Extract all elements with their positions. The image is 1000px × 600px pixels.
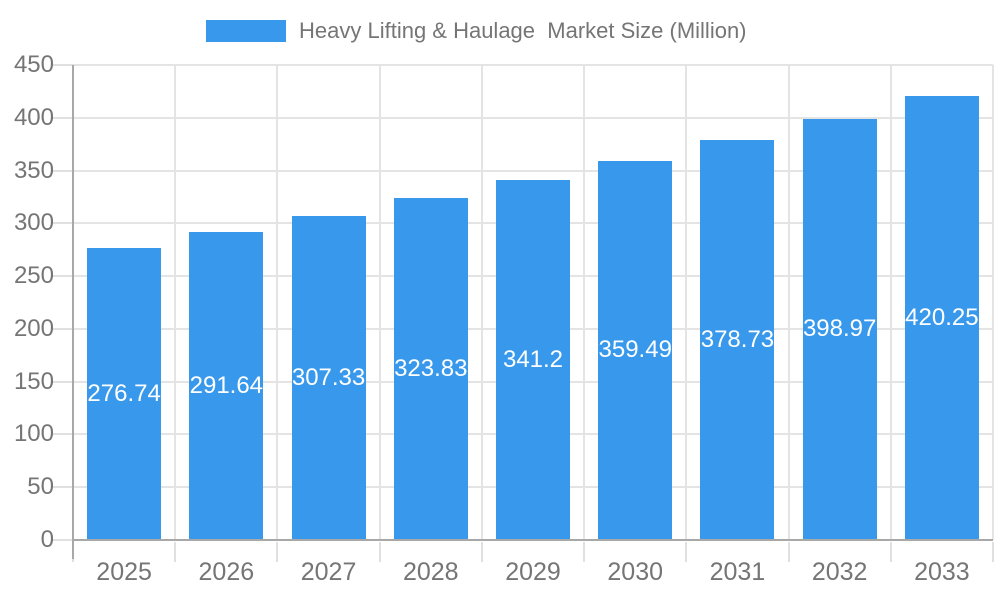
- bar-value-label: 420.25: [905, 304, 979, 332]
- y-axis-tick: [52, 539, 73, 541]
- gridline-vertical: [174, 65, 177, 540]
- bar-value-label: 307.33: [291, 363, 366, 391]
- x-axis-tick: [276, 542, 279, 562]
- bar-value-label: 291.64: [189, 372, 264, 400]
- bar-2030[interactable]: 359.49: [598, 160, 673, 540]
- gridline-vertical: [378, 65, 381, 540]
- x-axis-tick: [378, 542, 381, 562]
- legend-swatch-icon: [206, 20, 286, 42]
- y-axis-tick: [52, 327, 73, 330]
- gridline-vertical: [992, 65, 994, 540]
- gridline-horizontal: [73, 169, 993, 172]
- bar-2027[interactable]: 307.33: [291, 215, 366, 540]
- y-axis-label: 450: [13, 51, 54, 78]
- legend: Heavy Lifting & Haulage Market Size (Mil…: [206, 20, 747, 42]
- y-axis-label: 50: [27, 473, 54, 501]
- bar-2025[interactable]: 276.74: [87, 247, 162, 540]
- x-axis-tick: [685, 542, 688, 562]
- y-axis-tick: [52, 275, 73, 278]
- bar-2033[interactable]: 420.25: [904, 96, 979, 540]
- gridline-horizontal: [73, 116, 993, 119]
- y-axis-label: 300: [13, 209, 54, 237]
- y-axis-tick: [52, 116, 73, 119]
- gridline-horizontal: [73, 64, 993, 66]
- x-axis-label: 2030: [607, 558, 664, 586]
- bar-value-label: 398.97: [802, 315, 877, 343]
- legend-label: Heavy Lifting & Haulage Market Size (Mil…: [299, 18, 747, 43]
- legend-item[interactable]: Heavy Lifting & Haulage Market Size (Mil…: [206, 20, 747, 42]
- gridline-vertical: [583, 65, 586, 540]
- y-axis-label: 200: [13, 314, 54, 342]
- x-axis-tick: [889, 542, 892, 562]
- x-axis-label: 2028: [402, 558, 459, 586]
- y-axis-label: 150: [13, 367, 54, 395]
- y-axis-tick: [52, 486, 73, 489]
- x-axis-line: [73, 539, 993, 541]
- x-axis-label: 2027: [300, 558, 357, 586]
- x-axis-tick: [787, 542, 790, 562]
- y-axis-tick: [52, 433, 73, 436]
- bar-value-label: 323.83: [394, 355, 468, 383]
- bar-2032[interactable]: 398.97: [802, 118, 877, 540]
- x-axis-label: 2031: [709, 558, 766, 586]
- x-axis-label: 2025: [96, 558, 152, 586]
- x-axis-label: 2029: [505, 558, 561, 586]
- gridline-vertical: [787, 65, 790, 540]
- bar-value-label: 359.49: [598, 336, 672, 364]
- y-axis-label: 0: [40, 526, 54, 553]
- y-axis-tick: [52, 222, 73, 225]
- bar-2028[interactable]: 323.83: [393, 198, 468, 540]
- x-axis-tick: [583, 542, 586, 562]
- x-axis-label: 2032: [811, 558, 868, 586]
- y-axis-label: 100: [13, 420, 54, 448]
- y-axis-label: 250: [13, 262, 54, 290]
- gridline-vertical: [889, 65, 892, 540]
- y-axis-line: [72, 65, 74, 559]
- y-axis-tick: [52, 169, 73, 172]
- bar-value-label: 378.73: [700, 326, 775, 354]
- bar-value-label: 276.74: [87, 379, 161, 407]
- bar-value-label: 341.2: [502, 345, 564, 373]
- y-axis-tick: [52, 64, 73, 66]
- bar-2029[interactable]: 341.2: [496, 179, 570, 540]
- y-axis-tick: [52, 380, 73, 383]
- x-axis-tick: [174, 542, 177, 562]
- x-axis-tick: [480, 542, 483, 562]
- x-axis-label: 2033: [914, 558, 970, 586]
- bar-2031[interactable]: 378.73: [700, 140, 775, 540]
- x-axis-tick: [992, 542, 994, 562]
- gridline-vertical: [276, 65, 279, 540]
- bar-2026[interactable]: 291.64: [189, 232, 264, 540]
- gridline-vertical: [480, 65, 483, 540]
- x-axis-label: 2026: [198, 558, 255, 586]
- y-axis-label: 400: [13, 103, 54, 131]
- y-axis-label: 350: [13, 156, 54, 184]
- gridline-vertical: [685, 65, 688, 540]
